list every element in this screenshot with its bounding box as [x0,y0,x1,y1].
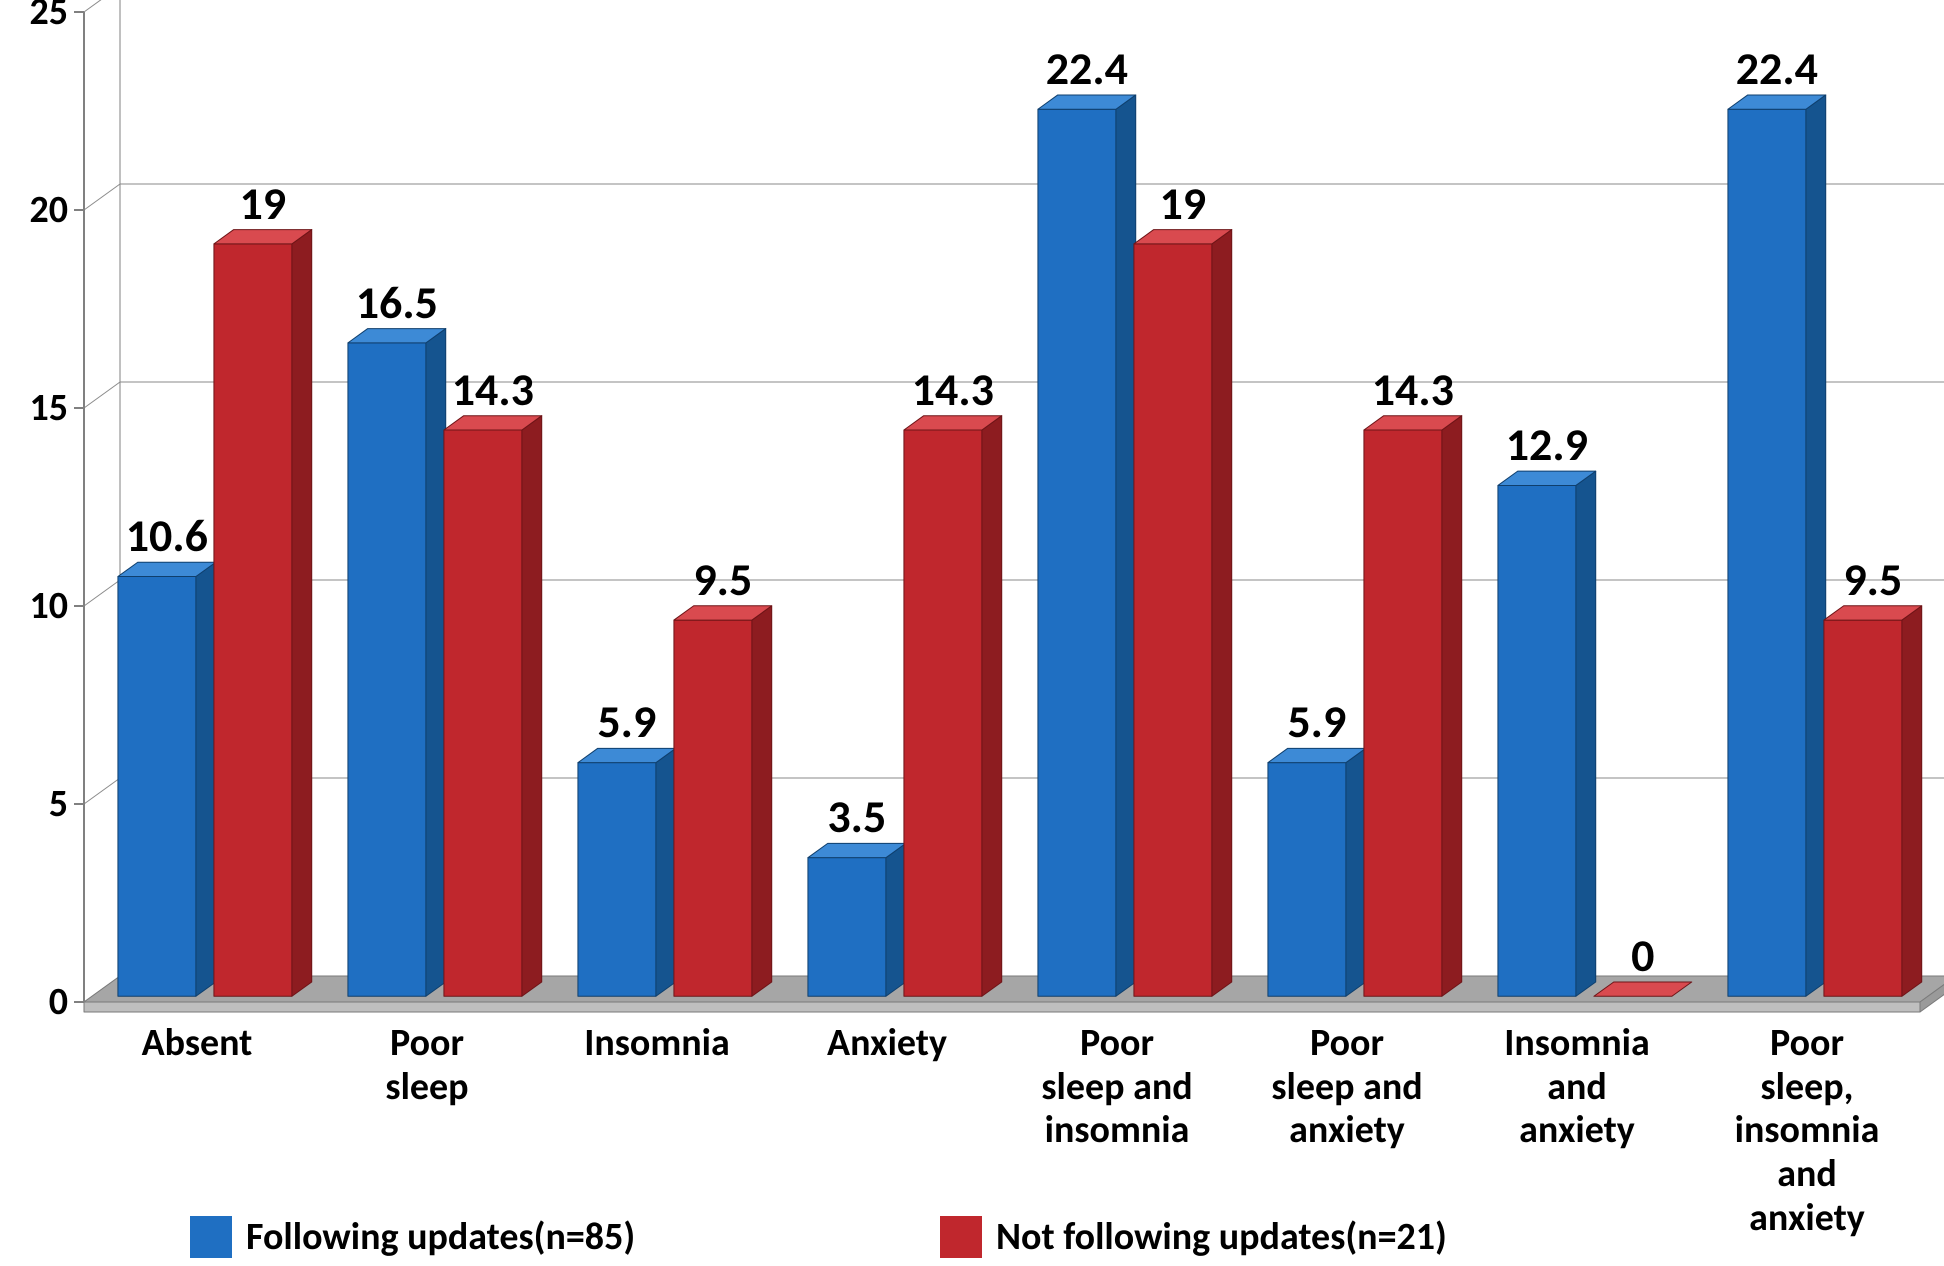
data-label: 19 [239,176,286,232]
xtick-label: Poorsleep andinsomnia [1002,1022,1232,1153]
data-label: 16.5 [356,275,438,331]
bar-chart: 0 5 10 15 20 25 Absent Poorsleep Insomni… [0,0,1944,1266]
data-label: 14.3 [1372,362,1454,418]
legend-swatch [190,1216,232,1258]
legend-label: Following updates(n=85) [246,1214,635,1260]
data-label: 22.4 [1736,41,1818,97]
data-label: 5.9 [1287,694,1346,750]
xtick-label: Anxiety [772,1022,1002,1066]
xtick-label: Poorsleep andanxiety [1232,1022,1462,1153]
data-label: 22.4 [1046,41,1128,97]
legend-swatch [940,1216,982,1258]
ytick-label: 15 [29,385,68,431]
legend-label: Not following updates(n=21) [996,1214,1447,1260]
xtick-label: Insomnia [542,1022,772,1066]
data-label: 12.9 [1506,417,1588,473]
legend-item: Not following updates(n=21) [940,1214,1447,1260]
data-label: 14.3 [912,362,994,418]
data-label: 9.5 [1843,552,1902,608]
data-label: 0 [1631,928,1654,984]
data-label: 3.5 [827,789,886,845]
xtick-label: Poorsleep,insomniaandanxiety [1692,1022,1922,1240]
ytick-label: 10 [29,583,68,629]
ytick-label: 5 [49,781,68,827]
data-label: 19 [1159,176,1206,232]
data-label: 9.5 [693,552,752,608]
xtick-label: Insomniaandanxiety [1462,1022,1692,1153]
legend-item: Following updates(n=85) [190,1214,635,1260]
ytick-label: 0 [49,979,68,1025]
xtick-label: Poorsleep [312,1022,542,1109]
data-label: 14.3 [452,362,534,418]
data-label: 10.6 [126,508,208,564]
xtick-label: Absent [82,1022,312,1066]
ytick-label: 25 [29,0,68,35]
ytick-label: 20 [29,187,68,233]
data-label: 5.9 [597,694,656,750]
